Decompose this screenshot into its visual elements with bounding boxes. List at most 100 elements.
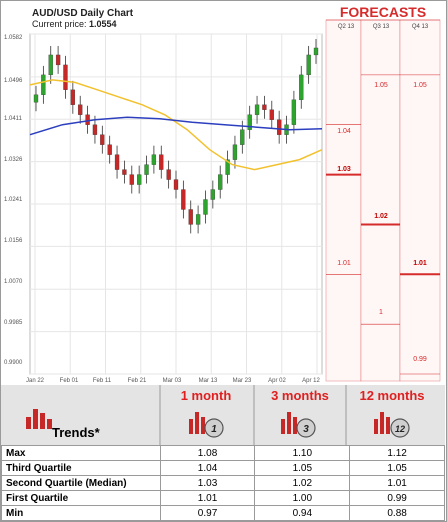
table-cell: 1.02 [254, 475, 351, 491]
candle-body [48, 54, 53, 76]
x-tick-label: Mar 23 [232, 378, 252, 384]
y-tick-label: 1.0070 [4, 279, 23, 285]
y-tick-label: 1.0241 [4, 197, 23, 203]
x-tick-label: Jan 22 [25, 378, 44, 384]
candle-body [144, 164, 149, 175]
y-tick-label: 1.0326 [4, 157, 23, 163]
table-cell: 1.12 [349, 445, 445, 461]
table-cell: 1.08 [159, 445, 256, 461]
current-price: Current price: 1.0554 [32, 19, 117, 29]
candle-body [195, 214, 201, 225]
y-tick-label: 0.9985 [4, 320, 23, 326]
x-tick-label: Feb 11 [92, 378, 112, 384]
table-cell: 0.99 [349, 490, 445, 506]
candle-body [313, 47, 319, 56]
trends-bars-icon [26, 409, 52, 429]
y-tick-label: 1.0156 [4, 238, 23, 244]
candle-body [269, 109, 274, 120]
x-tick-label: Feb 01 [59, 378, 79, 384]
x-tick-label: Feb 21 [127, 378, 147, 384]
forecast-min-value: 0.99 [413, 356, 427, 363]
candle-body [232, 144, 238, 160]
forecast-min-value: 1 [379, 309, 383, 316]
candle-body [166, 169, 171, 180]
candle-body [203, 199, 208, 215]
candle-body [225, 159, 230, 175]
column-header-3-months: 3 months [271, 388, 329, 403]
one-month-icon-number: 1 [211, 424, 217, 435]
candle-body [107, 144, 112, 155]
table-cell: 0.88 [349, 505, 445, 521]
candle-body [247, 114, 252, 130]
candle-body [114, 154, 120, 170]
quarter-label: Q4 13 [411, 24, 429, 30]
forecast-max-value: 1.05 [374, 82, 388, 89]
table-row: Second Quartile (Median) 1.03 1.02 1.01 [1, 475, 445, 491]
twelve-month-icon-number: 12 [395, 424, 405, 434]
three-month-icon-number: 3 [303, 424, 309, 435]
chart-title: AUD/USD Daily Chart [32, 8, 134, 19]
x-tick-label: Mar 13 [198, 378, 218, 384]
candle-body [92, 124, 98, 135]
table-cell: 1.04 [159, 460, 256, 476]
forecast-max-value: 1.04 [337, 128, 351, 135]
candle-body [181, 189, 186, 210]
row-label: Min [1, 505, 161, 521]
trends-header-bar [1, 385, 445, 445]
quarter-label: Q3 13 [372, 24, 390, 30]
candle-body [100, 134, 105, 145]
forecast-column [360, 19, 401, 382]
row-label: Third Quartile [1, 460, 161, 476]
y-tick-label: 1.0496 [4, 78, 23, 84]
x-tick-label: Apr 12 [302, 378, 320, 384]
column-header-1-month: 1 month [180, 388, 232, 403]
quarter-label: Q2 13 [337, 24, 355, 30]
candle-body [33, 94, 39, 103]
candle-body [63, 64, 68, 90]
forecast-median-value: 1.02 [374, 213, 388, 220]
table-cell: 1.05 [254, 460, 351, 476]
candle-body [85, 114, 90, 125]
table-cell: 0.97 [159, 505, 256, 521]
candle-body [41, 74, 46, 95]
candle-body [188, 209, 193, 225]
table-cell: 1.05 [349, 460, 445, 476]
forecast-stats-table: Max 1.08 1.10 1.12 Third Quartile 1.04 1… [1, 445, 445, 521]
table-cell: 0.94 [254, 505, 351, 521]
table-row: Third Quartile 1.04 1.05 1.05 [1, 460, 445, 476]
forecast-min-value: 1.01 [337, 260, 351, 267]
table-cell: 1.03 [159, 475, 256, 491]
twelve-month-icon [374, 412, 410, 438]
table-cell: 1.10 [254, 445, 351, 461]
row-label: First Quartile [1, 490, 161, 506]
column-header-12-months: 12 months [359, 388, 425, 403]
trends-label: Trends* [52, 425, 100, 440]
row-label: Max [1, 445, 161, 461]
table-row: Min 0.97 0.94 0.88 [1, 505, 445, 521]
candle-body [70, 89, 75, 105]
forecast-median-value: 1.03 [337, 166, 351, 173]
forecast-median-value: 1.01 [413, 260, 427, 267]
forecasts-title: FORECASTS [339, 4, 427, 20]
table-cell: 1.01 [349, 475, 445, 491]
table-row: First Quartile 1.01 1.00 0.99 [1, 490, 445, 506]
three-month-icon [281, 412, 316, 438]
candle-body [159, 154, 164, 170]
candle-body [210, 189, 215, 200]
x-tick-label: Apr 02 [268, 378, 286, 384]
candle-body [306, 54, 311, 76]
forecast-column [325, 19, 362, 382]
candle-body [218, 174, 223, 190]
forecast-max-value: 1.05 [413, 82, 427, 89]
candle-body [151, 154, 157, 165]
row-label: Second Quartile (Median) [1, 475, 161, 491]
price-value: 1.0554 [89, 19, 117, 29]
candle-body [291, 99, 297, 125]
one-month-icon [189, 412, 224, 438]
moving-average-short-line [29, 79, 323, 171]
price-label: Current price: [32, 19, 90, 29]
candle-body [137, 174, 142, 185]
y-tick-label: 0.9900 [4, 360, 23, 366]
